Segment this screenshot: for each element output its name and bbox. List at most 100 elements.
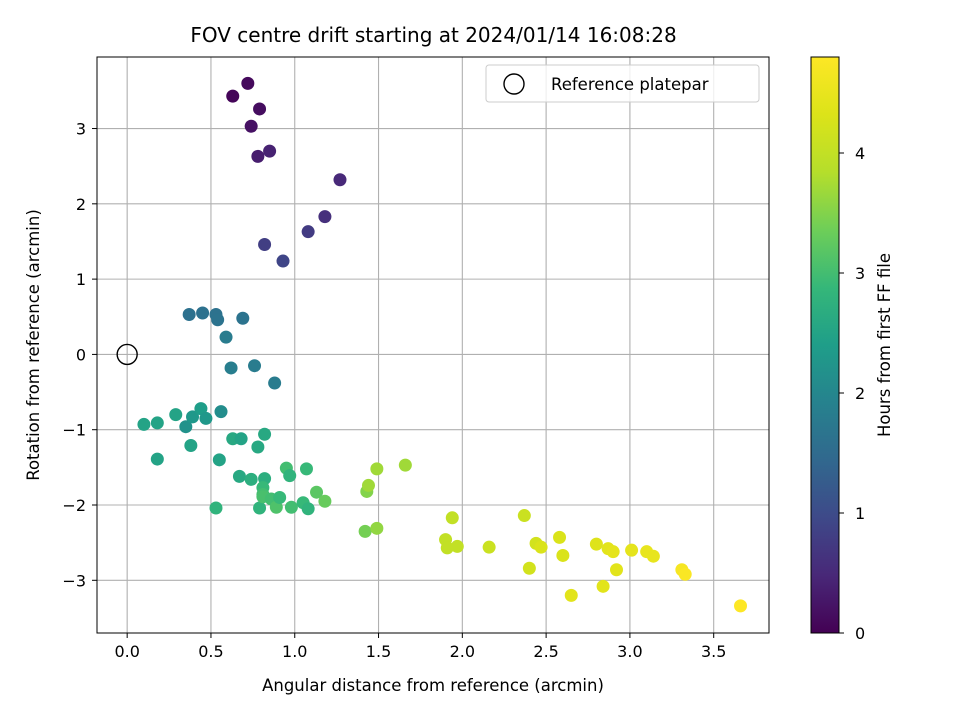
data-point [625, 543, 639, 557]
y-tick-label: 1 [76, 270, 86, 289]
data-point [179, 420, 193, 434]
x-tick-label: 1.0 [282, 642, 307, 661]
data-point [232, 469, 246, 483]
x-axis-label: Angular distance from reference (arcmin) [262, 676, 604, 695]
data-point [196, 306, 210, 320]
data-point [258, 427, 272, 441]
legend-marker-open-circle [503, 73, 525, 95]
data-point [234, 432, 248, 446]
data-point [194, 402, 208, 416]
colorbar [810, 56, 840, 634]
data-point [253, 501, 267, 515]
data-point [370, 462, 384, 476]
y-tick-label: 2 [76, 195, 86, 214]
data-point [450, 539, 464, 553]
data-point [310, 485, 324, 499]
data-point [556, 548, 570, 562]
data-point [251, 149, 265, 163]
data-point [517, 509, 531, 523]
plot-frame [96, 56, 770, 634]
y-tick-label: −1 [62, 421, 86, 440]
data-point [283, 469, 297, 483]
data-point [209, 501, 223, 515]
data-point [678, 567, 692, 581]
data-point [734, 599, 748, 613]
data-point [150, 452, 164, 466]
x-tick-label: 3.5 [701, 642, 726, 661]
colorbar-label: Hours from first FF file [875, 253, 894, 437]
data-point [150, 416, 164, 430]
data-point [398, 458, 412, 472]
colorbar-tick-label: 0 [855, 624, 865, 643]
data-point [273, 490, 287, 504]
data-point [318, 210, 332, 224]
data-point [258, 237, 272, 251]
data-point [318, 494, 332, 508]
data-point [606, 545, 620, 559]
data-point [522, 561, 536, 575]
data-point [445, 511, 459, 525]
data-point [596, 579, 610, 593]
reference-platepar-marker [116, 343, 138, 366]
data-point [224, 361, 238, 375]
data-point [186, 410, 200, 424]
data-point [358, 524, 372, 538]
colorbar-ticks: 0 1 2 3 4 [839, 144, 865, 643]
data-point [301, 225, 315, 239]
data-point [276, 254, 290, 268]
data-point [248, 359, 262, 373]
data-point [440, 541, 454, 555]
data-point [370, 521, 384, 535]
legend-label-reference-platepar: Reference platepar [551, 75, 709, 94]
data-point [253, 102, 267, 116]
data-point [361, 478, 375, 492]
data-points [137, 76, 748, 613]
x-tick-label: 2.5 [533, 642, 558, 661]
data-point [564, 588, 578, 602]
x-tick-label: 3.0 [617, 642, 642, 661]
grid-lines [97, 57, 769, 633]
data-point [211, 313, 225, 327]
data-point [251, 440, 265, 454]
data-point [646, 549, 660, 563]
data-point [268, 376, 282, 390]
data-point [301, 502, 315, 516]
legend: Reference platepar [485, 64, 760, 103]
colorbar-tick-label: 2 [855, 384, 865, 403]
data-point [241, 76, 255, 90]
y-axis-ticks: −3 −2 −1 0 1 2 3 [62, 120, 97, 590]
reference-marker-layer [116, 343, 138, 366]
data-point [284, 500, 298, 514]
y-tick-label: −3 [62, 571, 86, 590]
data-point [244, 119, 258, 133]
y-tick-label: 3 [76, 120, 86, 139]
data-point [199, 411, 213, 425]
colorbar-tick-label: 1 [855, 504, 865, 523]
data-point [137, 417, 151, 431]
data-point [299, 462, 313, 476]
data-point [333, 173, 347, 187]
y-tick-label: −2 [62, 496, 86, 515]
data-point [214, 405, 228, 419]
data-point [263, 144, 277, 158]
x-axis-ticks: 0.0 0.5 1.0 1.5 2.0 2.5 3.0 3.5 [114, 633, 726, 661]
data-point [269, 500, 283, 514]
data-point [169, 408, 183, 422]
data-point [610, 563, 624, 577]
data-point [226, 89, 240, 103]
x-tick-label: 1.5 [366, 642, 391, 661]
legend-box [485, 64, 760, 103]
y-tick-label: 0 [76, 345, 86, 364]
x-tick-label: 0.0 [114, 642, 139, 661]
data-point [182, 308, 196, 322]
plot-area [97, 57, 769, 633]
colorbar-tick-label: 4 [855, 144, 865, 163]
y-axis-label: Rotation from reference (arcmin) [24, 209, 43, 481]
data-point [589, 537, 603, 551]
colorbar-tick-label: 3 [855, 264, 865, 283]
data-point [184, 439, 198, 453]
x-tick-label: 2.0 [450, 642, 475, 661]
data-point [219, 330, 233, 344]
